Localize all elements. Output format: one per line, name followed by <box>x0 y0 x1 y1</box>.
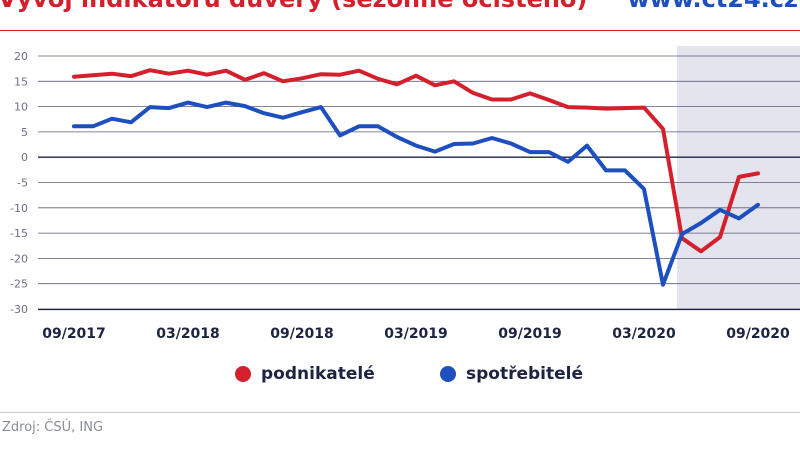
x-tick-label: 09/2020 <box>726 326 790 342</box>
y-tick-label: 5 <box>21 126 28 139</box>
x-tick-label: 09/2019 <box>498 326 562 342</box>
y-tick-label: -30 <box>10 303 28 316</box>
y-tick-label: 15 <box>14 75 28 88</box>
legend-dot-red-icon <box>235 366 251 382</box>
x-tick-label: 03/2018 <box>156 326 220 342</box>
y-tick-label: -10 <box>10 202 28 215</box>
x-tick-label: 03/2019 <box>384 326 448 342</box>
brand-logo-link[interactable]: www.ct24.cz <box>627 0 798 13</box>
y-tick-label: 0 <box>21 151 28 164</box>
y-tick-label: 20 <box>14 50 28 63</box>
x-tick-label: 09/2018 <box>270 326 334 342</box>
line-chart: 20 15 10 5 0 -5 -10 -15 -20 -25 -30 09/2017 03/2018… <box>10 46 800 342</box>
x-tick-label: 09/2017 <box>42 326 106 342</box>
y-tick-label: 10 <box>14 101 28 114</box>
legend-dot-blue-icon <box>440 366 456 382</box>
footer-divider <box>0 412 800 413</box>
legend-item-spotrebitele: spotřebitelé <box>440 364 583 384</box>
legend-label: spotřebitelé <box>466 364 584 384</box>
y-tick-label: -20 <box>10 252 28 265</box>
series-line-podnikatele <box>72 68 760 254</box>
series-line-spotrebitele <box>72 100 760 287</box>
legend-item-podnikatele: podnikatelé <box>235 364 375 384</box>
x-tick-label: 03/2020 <box>612 326 676 342</box>
header-divider <box>0 30 800 31</box>
legend-label: podnikatelé <box>261 364 375 384</box>
chart-title: Vývoj indikátorů důvěry (sezónně očištěn… <box>0 0 587 13</box>
source-note: Zdroj: ČSÚ, ING <box>2 420 104 435</box>
y-tick-label: -5 <box>17 177 28 190</box>
y-tick-label: -25 <box>10 278 28 291</box>
y-tick-label: -15 <box>10 227 28 240</box>
